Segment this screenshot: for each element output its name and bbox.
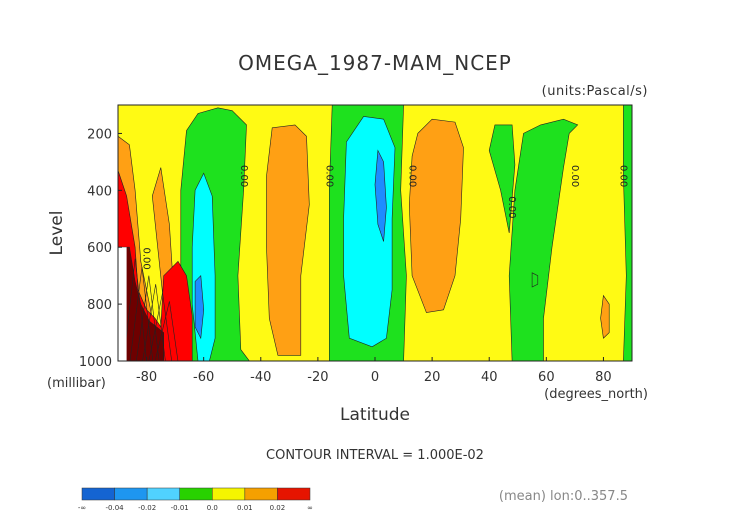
contour-line: [154, 301, 179, 361]
y-axis-units: (millibar): [47, 376, 106, 391]
legend-label: -0.02: [138, 504, 156, 512]
y-tick-label: 400: [87, 184, 112, 199]
contour-fills: 0.00 0.00 0.00 0.00 0.00 0.00 0.00: [118, 105, 632, 361]
x-tick-label: -60: [193, 370, 214, 385]
chart-title: OMEGA_1987-MAM_NCEP: [238, 51, 512, 75]
x-tick-label: -80: [136, 370, 157, 385]
legend-swatch: [277, 487, 311, 501]
region-cyan-sh: [191, 172, 216, 361]
legend-label: -0.04: [106, 504, 125, 512]
legend-label: -0.01: [171, 504, 189, 512]
legend-label: -∞: [78, 504, 86, 512]
x-tick-label: 20: [424, 370, 441, 385]
plot-area: 0.00 0.00 0.00 0.00 0.00 0.00 0.00 -80 -60 -40 -20…: [79, 104, 633, 385]
legend-swatch: [81, 487, 115, 501]
contour-line: [135, 275, 160, 361]
x-axis-units: (degrees_north): [544, 387, 648, 402]
legend-swatch: [244, 487, 278, 501]
contour-label: 0.00: [506, 196, 517, 218]
y-tick-label: 1000: [79, 355, 112, 370]
legend-label: 0.0: [207, 504, 218, 512]
region-orange-nh: [600, 294, 610, 339]
region-blue-eq: [374, 149, 387, 242]
contour-label: 0.00: [406, 165, 417, 187]
y-tick-label: 600: [87, 241, 112, 256]
contour-line: [142, 284, 166, 361]
legend-label: ∞: [307, 504, 313, 512]
region-orange-eq: [408, 118, 464, 313]
contour-label: 0.00: [323, 165, 334, 187]
contour-label: 0.00: [569, 165, 580, 187]
y-tick-label: 800: [87, 298, 112, 313]
legend-swatch: [146, 487, 180, 501]
contour-line: [148, 292, 172, 361]
contour-label: 0.00: [141, 247, 152, 269]
x-tick-label: -40: [250, 370, 271, 385]
y-tick-label: 200: [87, 127, 112, 142]
region-green-nh-d: [531, 272, 539, 288]
legend-swatch: [212, 487, 246, 501]
x-tick-label: 40: [481, 370, 498, 385]
x-axis-label: Latitude: [340, 405, 410, 425]
contour-label: 0.00: [238, 165, 249, 187]
region-missing-data: [118, 247, 127, 361]
region-green-nh-b: [508, 118, 579, 361]
legend-label: 0.02: [270, 504, 286, 512]
contour-label: 0.00: [618, 165, 629, 187]
x-tick-label: -20: [307, 370, 328, 385]
x-tick-label: 60: [538, 370, 555, 385]
legend-swatch: [114, 487, 148, 501]
contour-line: [129, 267, 154, 361]
region-green-nh-c: [623, 105, 632, 361]
x-tick-label: 0: [371, 370, 379, 385]
color-legend: -∞ -0.04 -0.02 -0.01 0.0 0.01 0.02 ∞: [78, 487, 313, 512]
y-axis-label: Level: [47, 211, 67, 256]
units-label: (units:Pascal/s): [542, 84, 648, 99]
contour-interval-text: CONTOUR INTERVAL = 1.000E-02: [266, 448, 484, 463]
region-cyan-eq: [343, 116, 396, 348]
region-orange-sh: [266, 124, 310, 356]
footer-text: (mean) lon:0..357.5: [499, 489, 628, 504]
region-blue-sh: [194, 275, 205, 340]
legend-swatch: [179, 487, 213, 501]
legend-label: 0.01: [237, 504, 253, 512]
contour-line: [123, 258, 147, 361]
region-green-nh-a: [488, 124, 516, 234]
x-tick-label: 80: [595, 370, 612, 385]
